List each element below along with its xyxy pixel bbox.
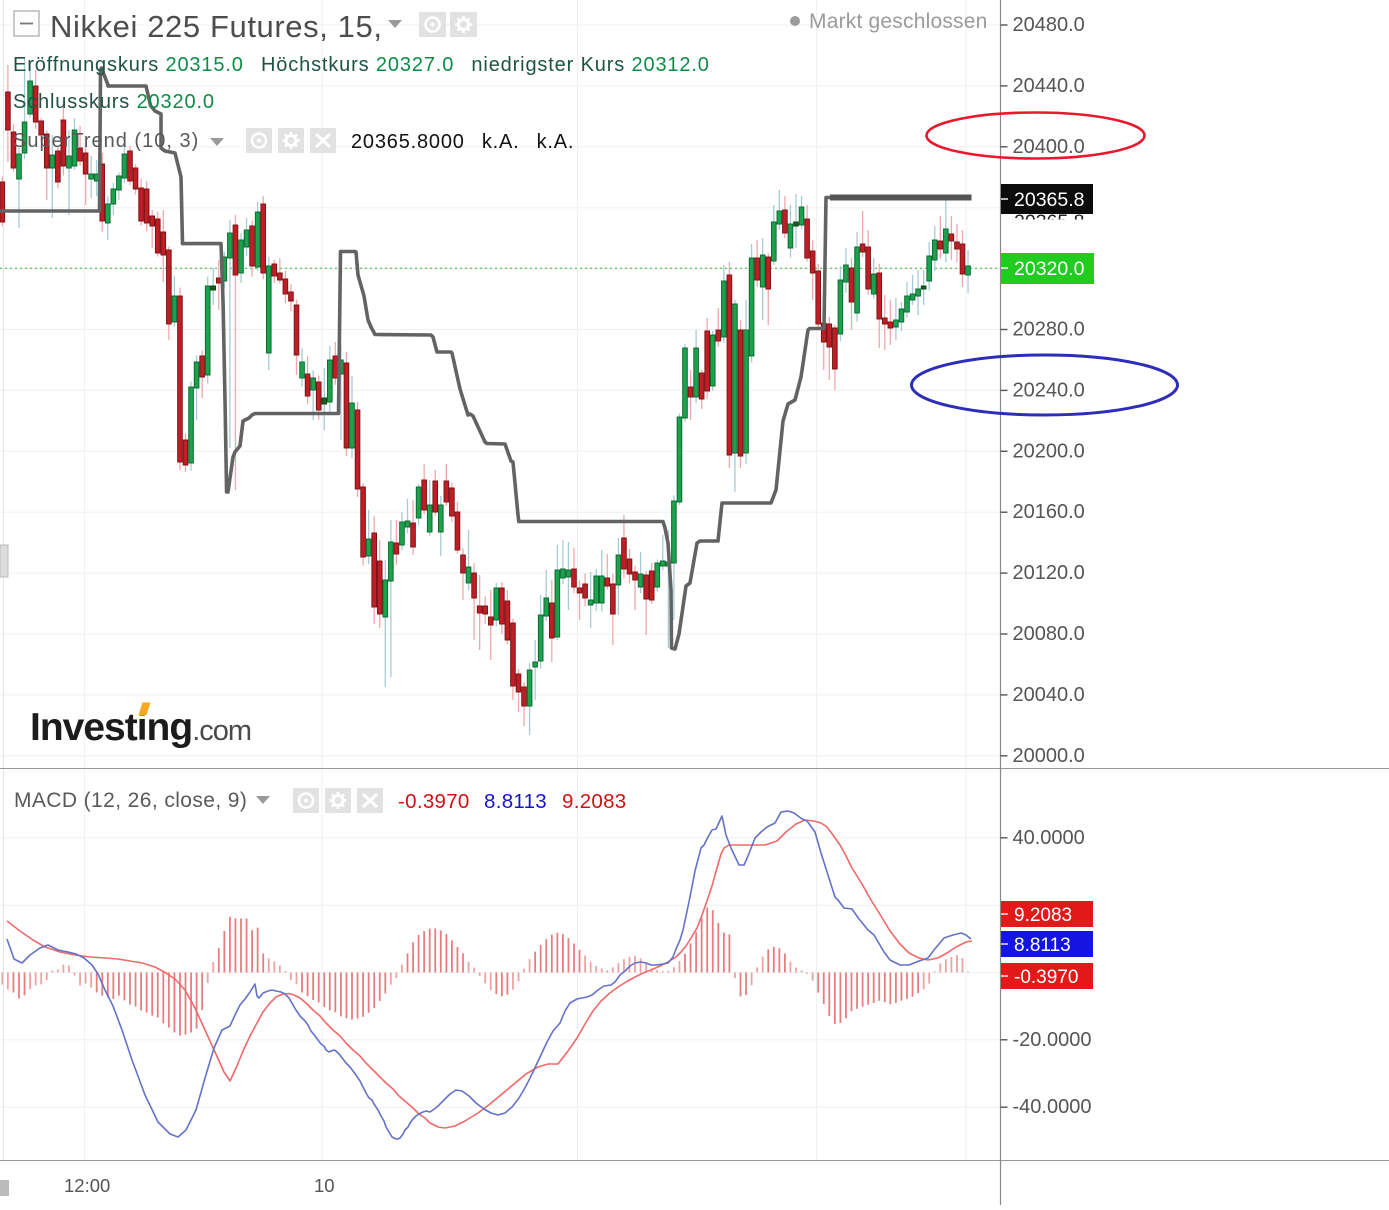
svg-text:20200.0: 20200.0 <box>1013 440 1085 462</box>
svg-text:20365.8000 k.A. k.A.: 20365.8000 k.A. k.A. <box>351 131 574 153</box>
svg-text:20440.0: 20440.0 <box>1013 75 1085 97</box>
svg-text:MACD (12, 26, close, 9): MACD (12, 26, close, 9) <box>14 789 247 812</box>
svg-text:-0.3970: -0.3970 <box>1014 967 1078 988</box>
svg-text:20320.0: 20320.0 <box>1014 258 1085 280</box>
svg-text:12:00: 12:00 <box>64 1175 110 1196</box>
svg-text:Nikkei 225 Futures, 15,: Nikkei 225 Futures, 15, <box>50 9 383 44</box>
svg-text:Markt geschlossen: Markt geschlossen <box>809 10 987 33</box>
svg-text:9.2083: 9.2083 <box>1014 905 1072 926</box>
svg-text:20120.0: 20120.0 <box>1013 562 1085 584</box>
svg-text:9.2083: 9.2083 <box>562 790 627 813</box>
svg-text:Schlusskurs 20320.0: Schlusskurs 20320.0 <box>13 91 215 113</box>
svg-text:20040.0: 20040.0 <box>1013 684 1085 706</box>
svg-text:10: 10 <box>314 1175 335 1196</box>
svg-text:20240.0: 20240.0 <box>1013 379 1085 401</box>
svg-text:-0.3970: -0.3970 <box>398 790 470 813</box>
svg-text:Eröffnungskurs 20315.0 Höchst: Eröffnungskurs 20315.0 Höchstkurs 20327.… <box>13 54 710 76</box>
svg-text:20000.0: 20000.0 <box>1013 745 1085 767</box>
svg-text:20480.0: 20480.0 <box>1013 14 1085 36</box>
svg-text:20080.0: 20080.0 <box>1013 623 1085 645</box>
svg-text:20365.8: 20365.8 <box>1014 189 1085 211</box>
svg-text:20280.0: 20280.0 <box>1013 319 1085 341</box>
svg-text:20160.0: 20160.0 <box>1013 501 1085 523</box>
svg-text:-40.0000: -40.0000 <box>1013 1096 1092 1118</box>
svg-text:SuperTrend (10, 3): SuperTrend (10, 3) <box>13 130 199 152</box>
svg-text:20400.0: 20400.0 <box>1013 136 1085 158</box>
svg-text:-20.0000: -20.0000 <box>1013 1029 1092 1051</box>
svg-text:8.8113: 8.8113 <box>1014 935 1071 956</box>
svg-text:40.0000: 40.0000 <box>1013 827 1085 849</box>
svg-text:8.8113: 8.8113 <box>484 790 547 813</box>
